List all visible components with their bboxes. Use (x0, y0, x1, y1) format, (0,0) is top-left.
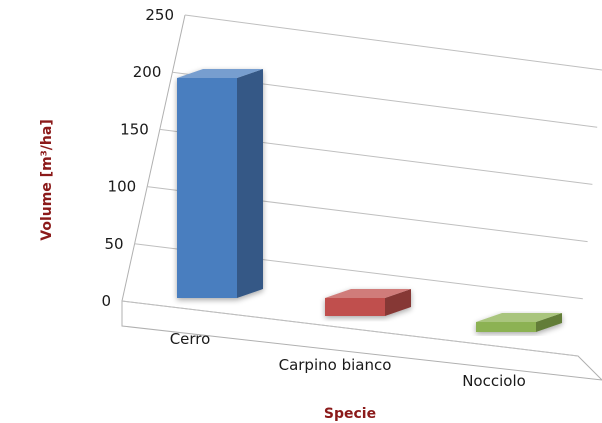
bar-side-face (536, 313, 562, 332)
bars (177, 69, 562, 332)
x-tick-label: Carpino bianco (279, 356, 392, 374)
gridline (184, 14, 602, 71)
bar-side-face (237, 69, 263, 298)
y-tick-label: 250 (145, 6, 174, 24)
bar (325, 289, 411, 316)
x-axis-labels: Cerro Carpino bianco Nocciolo (170, 330, 526, 390)
y-axis-line (121, 14, 186, 302)
bar-top-face (325, 289, 411, 298)
bar-front-face (325, 298, 385, 316)
y-tick-label: 50 (105, 235, 124, 253)
bar-top-face (476, 313, 562, 322)
y-tick-label: 100 (108, 178, 137, 196)
y-tick-label: 200 (133, 63, 162, 81)
bar (177, 69, 263, 298)
bar-front-face (476, 322, 536, 332)
x-tick-label: Cerro (170, 330, 211, 348)
bar (476, 313, 562, 332)
y-axis-ticks: 0 50 100 150 200 250 (101, 6, 174, 310)
bar-top-face (177, 69, 263, 78)
y-tick-label: 0 (101, 292, 111, 310)
x-axis-title: Specie (324, 406, 376, 422)
y-tick-label: 150 (120, 120, 149, 138)
bar-front-face (177, 78, 237, 298)
x-tick-label: Nocciolo (462, 372, 526, 390)
y-axis-title: Volume [m³/ha] (39, 119, 55, 240)
gridline (121, 300, 579, 357)
